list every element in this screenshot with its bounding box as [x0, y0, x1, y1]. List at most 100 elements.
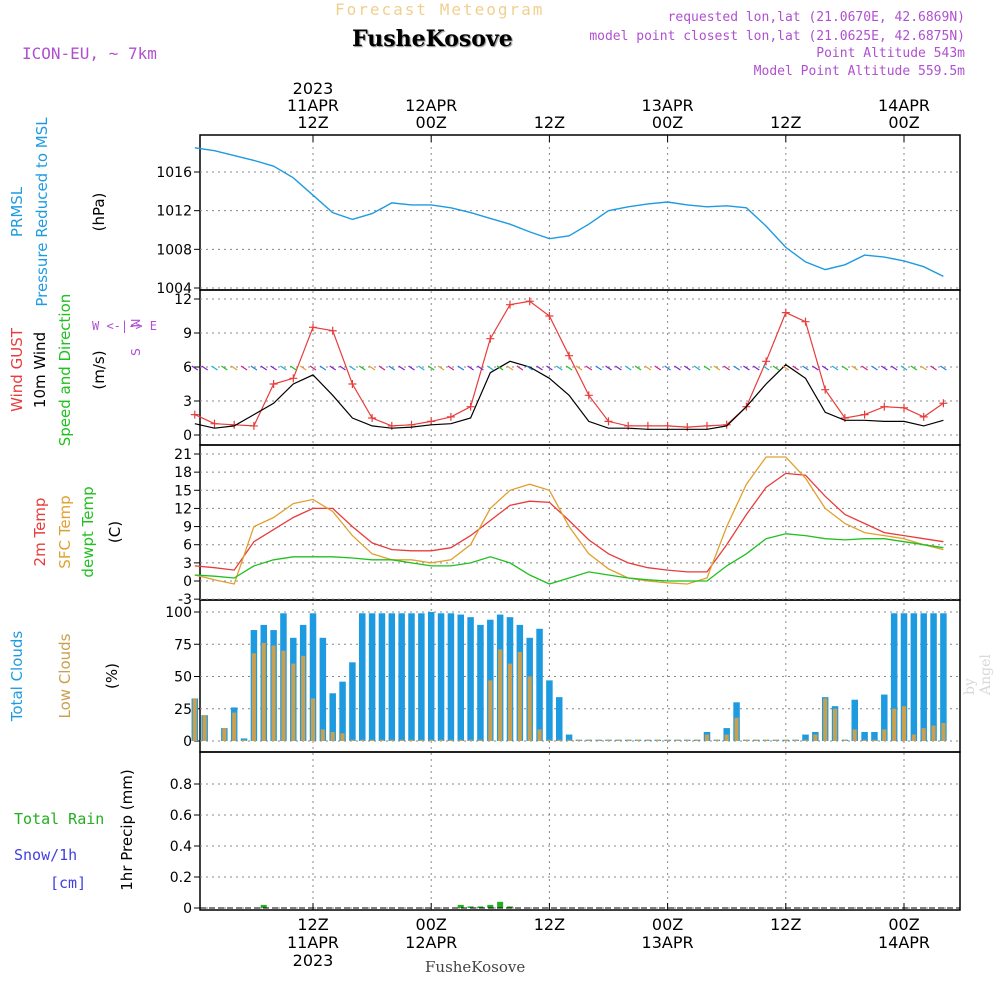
wind-direction-arrow [723, 365, 731, 371]
y-tick-label-precip: 0 [183, 901, 192, 917]
low-cloud-bar [793, 739, 798, 741]
wind-direction-arrow [555, 365, 563, 371]
total-cloud-bar [309, 613, 317, 741]
series-prmsl-line [194, 147, 944, 278]
total-cloud-bar [477, 624, 484, 741]
wind-direction-arrow [516, 365, 524, 371]
low-cloud-bar [803, 739, 808, 741]
low-cloud-bar [714, 739, 719, 741]
top-time-label: 12Z [770, 113, 801, 132]
wind-direction-arrow [250, 365, 258, 371]
total-cloud-bar [565, 734, 573, 741]
gust-marker [703, 421, 711, 430]
rain-bar [457, 904, 464, 908]
low-cloud-bar [901, 706, 907, 741]
gust-marker [565, 351, 574, 360]
wind-direction-arrow [368, 365, 376, 371]
bottom-time-label: 00Z [416, 915, 447, 934]
wind-direction-arrow [851, 365, 859, 371]
temp-unit: (C) [106, 521, 124, 543]
model-label: ICON-EU, ~ 7km [22, 44, 157, 63]
gust-marker [604, 417, 613, 426]
wind-direction-arrow [408, 365, 415, 371]
wind-direction-arrow [211, 365, 218, 371]
rain-bar [477, 906, 484, 908]
low-cloud-bar [320, 729, 325, 741]
low-cloud-bar [310, 698, 316, 741]
wind-direction-arrow [418, 365, 425, 371]
gust-marker [210, 419, 219, 428]
total-cloud-bar [368, 613, 376, 741]
wind-direction-arrow [526, 365, 534, 371]
wind-direction-arrow [802, 365, 809, 371]
low-cloud-bar [833, 708, 838, 741]
y-tick-label-temp: 15 [174, 483, 192, 499]
top-time-label: 13APR [642, 96, 694, 115]
wind-direction-arrow [595, 365, 602, 371]
wind-direction-arrow [565, 365, 573, 371]
wind-direction-arrow [398, 365, 405, 371]
y-tick-label-cloud: 75 [174, 637, 192, 653]
low-cloud-bar [606, 739, 611, 741]
wind-direction-arrow [260, 365, 268, 371]
compass-s-icon: S [129, 348, 143, 356]
total-cloud-bar [546, 680, 553, 741]
temp-2m-label: 2m Temp [31, 498, 49, 567]
top-time-label: 12APR [405, 96, 457, 115]
low-cloud-bar [567, 739, 572, 741]
wind-direction-arrow [388, 365, 396, 371]
wind-direction-arrow [289, 365, 297, 371]
wind-speed-direction-label: Speed and Direction [56, 294, 74, 447]
gust-marker [900, 403, 908, 412]
wind-direction-arrow [871, 365, 878, 371]
low-cloud-bar [862, 739, 867, 741]
gust-marker [466, 402, 475, 411]
bottom-time-label: 2023 [293, 951, 334, 970]
gust-marker [506, 300, 514, 309]
low-cloud-bar [754, 739, 759, 741]
wind-direction-arrow [782, 365, 790, 371]
total-cloud-bar [427, 612, 435, 741]
top-time-label: 00Z [416, 113, 447, 132]
gust-marker [289, 374, 298, 383]
bottom-time-label: 12APR [405, 933, 457, 952]
low-cloud-bar [448, 739, 453, 741]
top-time-label: 00Z [888, 113, 919, 132]
low-cloud-bar [616, 739, 621, 741]
wind-direction-arrow [772, 365, 780, 371]
low-cloud-bar [882, 729, 887, 741]
low-cloud-bar [419, 739, 424, 741]
gust-marker [269, 380, 278, 388]
low-cloud-bar [389, 739, 394, 741]
total-cloud-bar [339, 681, 346, 741]
wind-direction-arrow [546, 365, 553, 371]
rain-bar [507, 906, 513, 908]
low-cloud-bar [626, 739, 631, 741]
bottom-time-label: 00Z [888, 915, 919, 934]
y-tick-label-wind: 6 [183, 360, 192, 376]
bottom-time-label: 11APR [287, 933, 339, 952]
total-cloud-bar [881, 694, 888, 741]
wind-direction-arrow [930, 365, 937, 371]
wind-direction-arrow [319, 365, 327, 371]
gust-marker [821, 385, 830, 394]
pressure-unit: (hPa) [90, 193, 108, 232]
y-tick-label-temp: 6 [183, 538, 192, 554]
total-cloud-bar [910, 613, 918, 741]
total-cloud-bar [398, 613, 405, 741]
wind-direction-arrow [880, 365, 888, 371]
y-tick-label-temp: 21 [174, 447, 192, 463]
low-cloud-bar [458, 739, 463, 741]
low-cloud-bar [773, 739, 778, 741]
low-cloud-bar [360, 739, 365, 741]
y-tick-label-precip: 0.6 [170, 808, 192, 824]
gust-marker [446, 412, 455, 421]
gust-marker [762, 357, 771, 366]
cloud-unit: (%) [103, 663, 121, 689]
low-cloud-bar [764, 739, 769, 741]
wind-unit: (m/s) [90, 350, 108, 389]
y-tick-label-wind: 0 [183, 428, 192, 444]
y-tick-label-cloud: 0 [183, 734, 192, 750]
wind-direction-arrow [900, 365, 908, 371]
wind-direction-arrow [536, 365, 543, 371]
